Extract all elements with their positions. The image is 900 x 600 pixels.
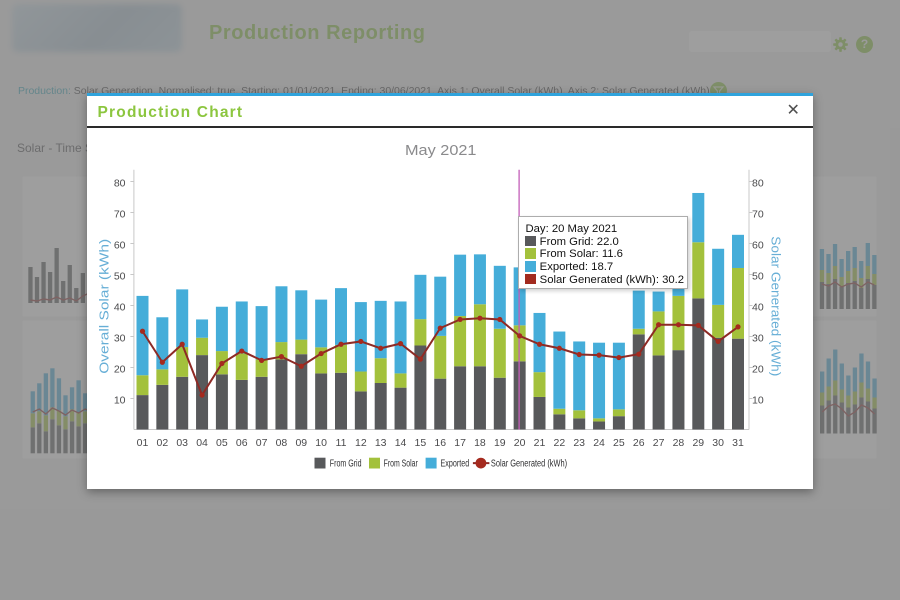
svg-text:70: 70 — [113, 208, 125, 220]
svg-text:From Grid: From Grid — [329, 458, 361, 469]
svg-text:May 2021: May 2021 — [405, 143, 477, 159]
svg-text:60: 60 — [752, 239, 764, 251]
svg-text:06: 06 — [235, 437, 247, 449]
svg-text:08: 08 — [275, 437, 287, 449]
svg-text:Exported: Exported — [440, 458, 469, 469]
svg-text:80: 80 — [752, 177, 764, 189]
svg-text:03: 03 — [176, 437, 188, 449]
svg-text:10: 10 — [113, 394, 125, 406]
svg-text:31: 31 — [732, 437, 744, 449]
svg-text:Overall Solar (kWh): Overall Solar (kWh) — [96, 239, 111, 374]
svg-text:20: 20 — [752, 363, 764, 375]
svg-text:70: 70 — [752, 208, 764, 220]
svg-text:60: 60 — [113, 239, 125, 251]
svg-text:27: 27 — [652, 437, 664, 449]
svg-text:19: 19 — [493, 437, 505, 449]
svg-text:10: 10 — [752, 394, 764, 406]
svg-text:22: 22 — [553, 437, 565, 449]
svg-text:40: 40 — [113, 301, 125, 313]
svg-text:14: 14 — [394, 437, 406, 449]
svg-text:09: 09 — [295, 437, 307, 449]
svg-text:02: 02 — [156, 437, 168, 449]
svg-text:29: 29 — [692, 437, 704, 449]
svg-text:40: 40 — [752, 301, 764, 313]
svg-text:Solar Generated (kWh): Solar Generated (kWh) — [768, 236, 783, 376]
svg-text:80: 80 — [113, 177, 125, 189]
svg-text:16: 16 — [434, 437, 446, 449]
svg-text:23: 23 — [573, 437, 585, 449]
svg-text:10: 10 — [315, 437, 327, 449]
svg-text:From Solar: From Solar — [383, 458, 418, 469]
svg-text:13: 13 — [374, 437, 386, 449]
svg-text:17: 17 — [454, 437, 466, 449]
svg-text:24: 24 — [593, 437, 605, 449]
svg-text:11: 11 — [335, 437, 346, 449]
svg-text:28: 28 — [672, 437, 684, 449]
svg-text:18: 18 — [474, 437, 486, 449]
svg-text:15: 15 — [414, 437, 426, 449]
svg-text:12: 12 — [355, 437, 367, 449]
svg-text:21: 21 — [533, 437, 545, 449]
svg-text:07: 07 — [255, 437, 267, 449]
svg-text:50: 50 — [752, 270, 764, 282]
svg-text:04: 04 — [196, 437, 208, 449]
svg-text:50: 50 — [113, 270, 125, 282]
svg-text:Solar Generated (kWh): Solar Generated (kWh) — [490, 458, 566, 469]
svg-text:01: 01 — [136, 437, 148, 449]
svg-text:25: 25 — [613, 437, 625, 449]
svg-text:20: 20 — [513, 437, 525, 449]
svg-text:30: 30 — [752, 332, 764, 344]
svg-text:30: 30 — [113, 332, 125, 344]
svg-text:30: 30 — [712, 437, 724, 449]
svg-text:26: 26 — [632, 437, 644, 449]
svg-text:05: 05 — [216, 437, 228, 449]
svg-text:20: 20 — [113, 363, 125, 375]
